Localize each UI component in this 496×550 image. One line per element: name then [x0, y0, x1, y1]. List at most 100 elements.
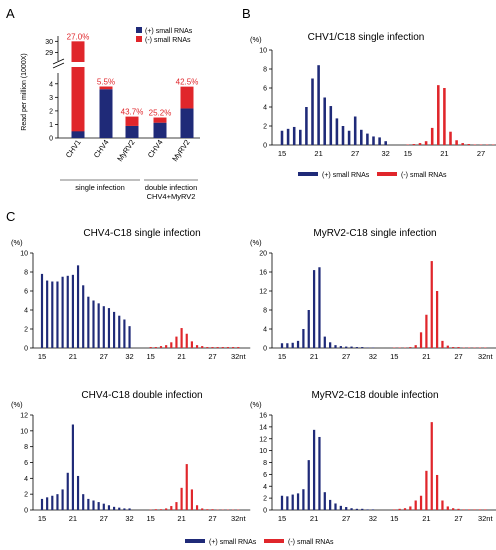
- minus-strand-bar: [165, 345, 168, 348]
- minus-strand-bar: [195, 345, 199, 348]
- plus-strand-bar: [366, 509, 369, 510]
- minus-strand-bar: [412, 144, 416, 145]
- minus-strand-bar: [478, 509, 482, 510]
- histogram-title: MyRV2-C18 double infection: [311, 390, 438, 401]
- x-tick-label: 15: [278, 352, 286, 361]
- plus-strand-bar: [347, 130, 351, 145]
- panel-a-stacked-bar-chart: Read per million (1000X) (+) small RNAs …: [21, 27, 200, 201]
- histogram-title: MyRV2-C18 single infection: [313, 228, 436, 239]
- plus-strand-bar: [56, 281, 59, 348]
- minus-strand-bar: [159, 509, 163, 510]
- minus-strand-bar: [446, 345, 449, 348]
- plus-strand-bar: [345, 346, 348, 348]
- histogram-panel-c4: MyRV2-C18 double infection (%) 0 2 4 6 8 10 12 14…: [250, 390, 496, 523]
- minus-strand-bar: [170, 342, 173, 348]
- legend-plus-label: (+) small RNAs: [145, 28, 193, 35]
- minus-strand-bar: [452, 508, 455, 510]
- panel-a-ytick-label: 1: [49, 122, 53, 129]
- plus-strand-bar: [317, 65, 320, 145]
- legend-minus-swatch: [136, 36, 142, 42]
- plus-strand-bar: [113, 506, 116, 510]
- plus-strand-bar: [360, 129, 363, 145]
- y-tick-label: 10: [259, 48, 267, 55]
- minus-strand-bar: [154, 509, 157, 510]
- y-tick-label: 6: [263, 86, 267, 93]
- plus-strand-bar: [66, 472, 69, 510]
- plus-strand-bar: [92, 300, 95, 348]
- plus-strand-bar: [341, 126, 345, 145]
- minus-strand-bar: [403, 508, 407, 510]
- y-tick-label: 6: [24, 460, 28, 467]
- minus-strand-bar: [430, 127, 434, 145]
- group-label-single: single infection: [75, 183, 125, 192]
- minus-strand-bar: [435, 291, 439, 348]
- x-tick-label: 21: [440, 149, 448, 158]
- x-tick-label: 21: [314, 149, 322, 158]
- y-tick-label: 2: [24, 492, 28, 499]
- minus-strand-bar: [180, 328, 183, 348]
- plus-strand-bar: [296, 493, 300, 510]
- plus-strand-bar: [345, 507, 348, 510]
- minus-strand-bar: [449, 131, 452, 145]
- minus-strand-bar: [446, 506, 449, 510]
- x-tick-label: 21: [422, 514, 430, 523]
- percent-label: 43.7%: [121, 108, 144, 117]
- x-tick-label: 27: [351, 149, 359, 158]
- minus-strand-bar: [441, 340, 444, 348]
- y-tick-label: 8: [24, 444, 28, 451]
- plus-strand-bar: [302, 489, 305, 510]
- panel-a-ylabel: Read per million (1000X): [21, 53, 28, 130]
- plus-strand-bar: [92, 500, 95, 510]
- x-tick-label: 21: [177, 352, 185, 361]
- plus-strand-bar: [82, 494, 85, 510]
- bar-plus-segment: [153, 122, 167, 138]
- plus-strand-bar: [107, 308, 111, 348]
- plus-strand-bar: [286, 128, 290, 145]
- minus-strand-bar: [435, 474, 439, 510]
- x-tick-label: 27: [208, 352, 216, 361]
- y-tick-label: 16: [259, 270, 267, 277]
- plus-strand-bar: [51, 495, 54, 510]
- x-tick-label: 21: [69, 514, 77, 523]
- plus-strand-bar: [323, 336, 326, 348]
- x-tick-label: 27: [454, 352, 462, 361]
- plus-strand-bar: [87, 498, 90, 510]
- bar-plus-segment: [180, 108, 194, 138]
- plus-strand-bar: [361, 347, 364, 348]
- percent-label: 25.2%: [149, 109, 172, 118]
- y-tick-label: 10: [20, 251, 28, 258]
- plus-strand-bar: [113, 311, 116, 348]
- plus-strand-bar: [128, 326, 131, 348]
- plus-strand-bar: [46, 497, 49, 510]
- histogram-panel-c2: MyRV2-C18 single infection (%) 0 4 8 12 16 20 15…: [250, 228, 496, 361]
- plus-strand-bar: [123, 508, 126, 510]
- plus-strand-bar: [280, 343, 284, 348]
- percent-label: 27.0%: [67, 32, 90, 41]
- panel-a-ytick-label: 4: [49, 81, 53, 88]
- minus-strand-bar: [424, 141, 428, 145]
- plus-strand-bar: [97, 303, 100, 348]
- y-unit-label: (%): [250, 238, 262, 247]
- y-tick-label: 4: [263, 105, 267, 112]
- y-tick-label: 0: [263, 346, 267, 353]
- minus-strand-bar: [180, 487, 183, 510]
- plus-strand-bar: [71, 274, 74, 348]
- bar-plus-segment: [125, 125, 139, 138]
- x-tick-label: 21: [310, 352, 318, 361]
- minus-strand-bar: [462, 509, 465, 510]
- y-tick-label: 0: [263, 508, 267, 515]
- plus-strand-bar: [334, 345, 337, 348]
- x-tick-label: 32: [369, 514, 377, 523]
- panel-a-ytick-label: 2: [49, 108, 53, 115]
- plus-strand-bar: [46, 280, 49, 348]
- x-tick-label: 15: [390, 514, 398, 523]
- plus-strand-bar: [66, 275, 69, 348]
- plus-strand-bar: [350, 346, 353, 348]
- plus-strand-bar: [361, 508, 364, 510]
- panel-c-legend-plus-swatch: [185, 539, 205, 543]
- minus-strand-bar: [201, 508, 204, 510]
- y-tick-label: 4: [24, 308, 28, 315]
- y-tick-label: 8: [263, 460, 267, 467]
- panel-label-a: A: [6, 6, 15, 21]
